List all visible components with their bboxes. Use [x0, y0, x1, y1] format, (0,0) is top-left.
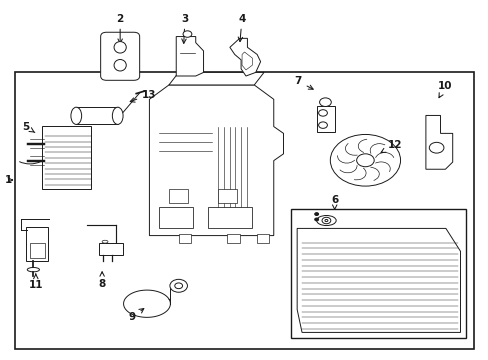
Polygon shape	[229, 39, 260, 76]
Circle shape	[330, 134, 400, 186]
Bar	[30, 243, 44, 258]
Bar	[316, 106, 334, 132]
Text: 2: 2	[116, 14, 123, 43]
Circle shape	[318, 110, 327, 116]
Bar	[99, 243, 122, 255]
Bar	[42, 126, 91, 189]
Circle shape	[169, 279, 187, 292]
Ellipse shape	[102, 240, 108, 243]
Bar	[217, 189, 237, 203]
Ellipse shape	[316, 216, 335, 226]
Bar	[207, 207, 251, 228]
Polygon shape	[149, 85, 283, 235]
Circle shape	[428, 142, 443, 153]
Circle shape	[183, 31, 191, 37]
Bar	[178, 234, 190, 243]
Polygon shape	[242, 52, 252, 70]
Circle shape	[356, 154, 373, 167]
Ellipse shape	[27, 267, 40, 272]
Ellipse shape	[71, 107, 81, 125]
Bar	[290, 209, 466, 338]
Ellipse shape	[112, 107, 123, 125]
Bar	[227, 234, 239, 243]
Text: 13: 13	[130, 90, 156, 102]
Circle shape	[322, 217, 330, 224]
Text: 1: 1	[4, 175, 12, 185]
Polygon shape	[297, 228, 460, 332]
Text: 7: 7	[294, 76, 312, 89]
Text: 9: 9	[128, 309, 143, 322]
Text: 5: 5	[22, 122, 35, 132]
Polygon shape	[176, 37, 203, 76]
Circle shape	[319, 98, 330, 107]
Polygon shape	[168, 72, 264, 85]
Bar	[168, 189, 188, 203]
Bar	[15, 72, 473, 348]
Bar	[26, 226, 48, 261]
Circle shape	[325, 220, 327, 222]
Text: 8: 8	[98, 272, 105, 289]
Bar	[159, 207, 193, 228]
Circle shape	[314, 213, 318, 216]
Text: 3: 3	[181, 14, 188, 43]
Text: 6: 6	[330, 195, 338, 210]
Bar	[256, 234, 268, 243]
Polygon shape	[425, 116, 452, 169]
Ellipse shape	[114, 59, 126, 71]
FancyBboxPatch shape	[101, 32, 140, 80]
Circle shape	[174, 283, 182, 289]
Circle shape	[318, 122, 327, 129]
Circle shape	[314, 218, 318, 221]
Text: 10: 10	[437, 81, 452, 98]
Text: 12: 12	[380, 140, 401, 153]
Bar	[76, 107, 118, 125]
Ellipse shape	[114, 41, 126, 53]
Text: 4: 4	[238, 14, 245, 42]
Text: 11: 11	[28, 274, 43, 290]
